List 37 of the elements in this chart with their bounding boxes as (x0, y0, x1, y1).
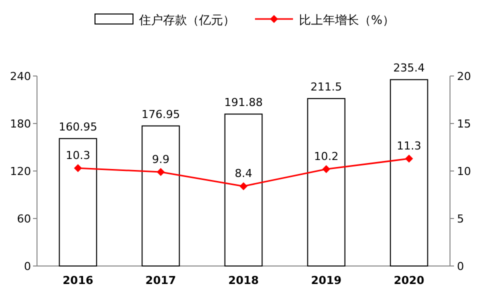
point (156, 168, 165, 176)
data-label: 160.95 (58, 120, 98, 134)
bar (224, 114, 263, 266)
data-label: 10.2 (314, 150, 339, 164)
x-tick-label: 2018 (228, 274, 259, 287)
x-tick-label: 2019 (310, 274, 342, 287)
legend-label: 住户存款（亿元） (138, 13, 235, 27)
y-tick-label: 120 (10, 165, 31, 178)
y2-tick-label: 10 (457, 165, 471, 178)
y2-tick-label: 5 (457, 212, 464, 226)
point (74, 164, 82, 172)
y2-tick-label: 15 (457, 118, 471, 130)
x-tick-label: 2016 (62, 274, 94, 287)
point (405, 154, 414, 163)
data-label: 10.3 (66, 149, 90, 162)
bar (307, 98, 346, 266)
bar (390, 79, 428, 266)
data-label: 211.5 (310, 80, 342, 94)
y-tick-label: 240 (10, 70, 31, 83)
data-label: 9.9 (152, 152, 170, 166)
data-label: 8.4 (234, 167, 252, 180)
legend-label: 比上年增长（%） (299, 13, 394, 27)
point (240, 182, 248, 190)
y2-tick-label: 0 (457, 260, 464, 273)
data-label: 176.95 (141, 108, 180, 121)
y-tick-label: 180 (10, 118, 31, 130)
bar (58, 138, 98, 266)
x-tick-label: 2017 (145, 274, 176, 287)
point (322, 165, 330, 174)
bar (142, 125, 180, 266)
y-tick-label: 60 (17, 212, 31, 226)
x-tick-label: 2020 (394, 274, 425, 287)
data-label: 11.3 (396, 140, 422, 153)
y-tick-label: 0 (24, 260, 31, 273)
data-label: 235.4 (393, 62, 425, 75)
data-label: 191.88 (224, 96, 263, 110)
y2-tick-label: 20 (457, 70, 471, 83)
